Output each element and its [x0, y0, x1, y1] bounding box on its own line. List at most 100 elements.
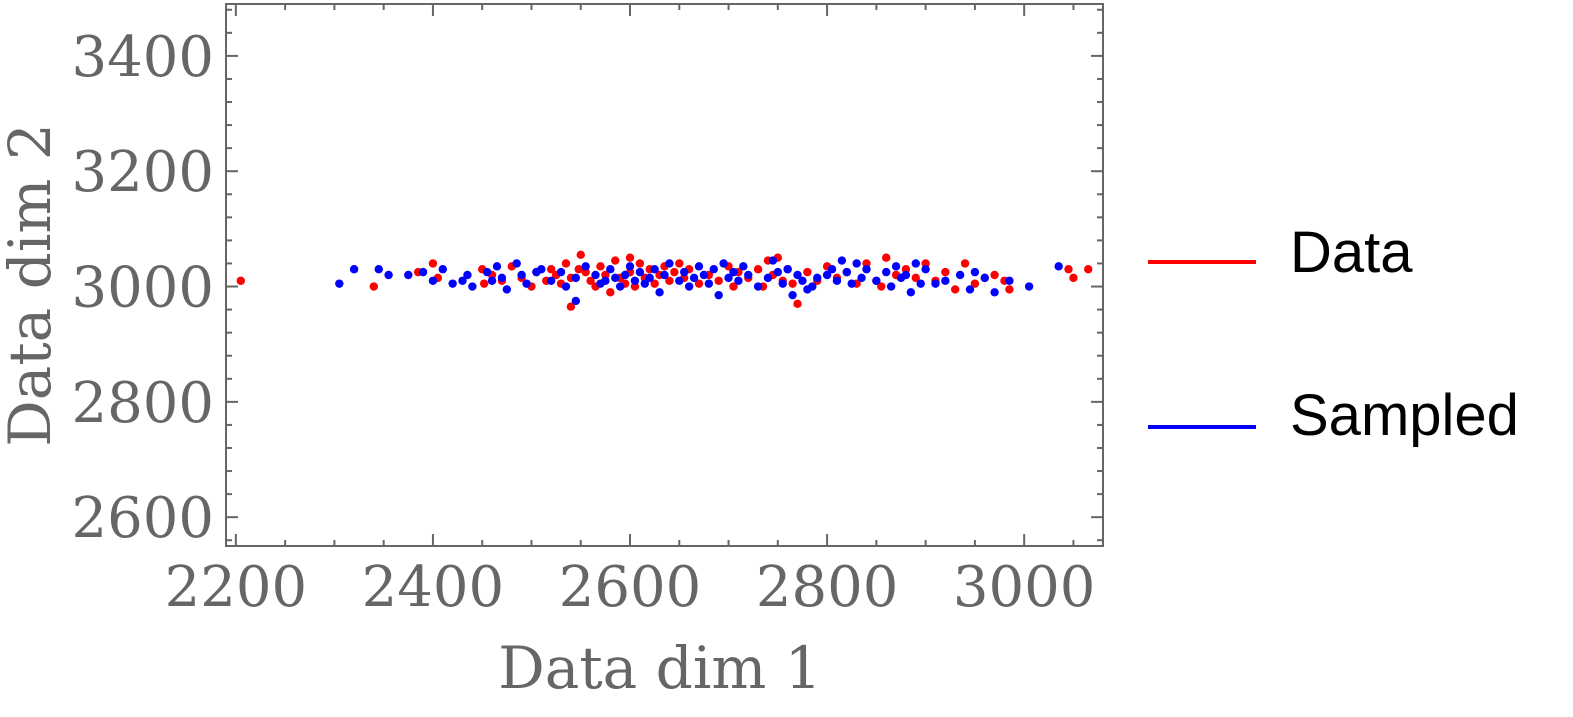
point-sampled	[571, 296, 581, 306]
point-data	[586, 276, 595, 285]
point-sampled	[882, 267, 891, 277]
point-sampled	[335, 279, 344, 288]
point-sampled	[522, 279, 531, 288]
point-sampled	[832, 276, 842, 285]
point-data	[369, 282, 379, 291]
point-sampled	[463, 270, 472, 280]
point-sampled	[763, 273, 773, 283]
x-tick-label: 2400	[362, 555, 505, 620]
point-data	[1084, 265, 1093, 274]
point-sampled	[990, 288, 999, 297]
legend-label-sampled: Sampled	[1290, 383, 1519, 448]
point-sampled	[468, 282, 477, 291]
point-data	[1069, 273, 1078, 283]
y-tick-label: 2600	[71, 486, 214, 551]
series-data	[236, 250, 1093, 311]
point-sampled	[655, 288, 664, 297]
point-data	[714, 276, 723, 285]
point-sampled	[502, 285, 512, 294]
point-data	[625, 253, 635, 262]
point-data	[1005, 285, 1014, 294]
plot-border	[225, 3, 1104, 547]
point-sampled	[606, 265, 615, 274]
point-sampled	[724, 273, 733, 283]
point-sampled	[872, 276, 881, 285]
point-sampled	[921, 265, 930, 274]
point-sampled	[556, 267, 566, 277]
point-sampled	[675, 276, 684, 285]
point-sampled	[768, 256, 778, 265]
point-sampled	[906, 288, 916, 297]
point-sampled	[916, 279, 925, 288]
point-data	[1064, 265, 1073, 274]
point-sampled	[635, 267, 645, 277]
point-sampled	[684, 282, 694, 291]
point-sampled	[709, 265, 718, 274]
point-sampled	[650, 265, 659, 274]
point-data	[753, 265, 763, 274]
point-sampled	[778, 279, 787, 288]
point-data	[675, 259, 684, 268]
point-data	[670, 267, 679, 277]
point-sampled	[448, 279, 457, 288]
point-sampled	[842, 267, 851, 277]
x-axis-ticks: 2200 2400 2600 2800 3000	[165, 4, 1095, 620]
point-sampled	[1005, 276, 1014, 285]
point-sampled	[680, 267, 689, 277]
point-sampled	[862, 265, 871, 274]
point-sampled	[492, 262, 502, 271]
point-sampled	[813, 273, 822, 283]
y-axis-title: Data dim 2	[0, 123, 64, 446]
point-sampled	[857, 273, 866, 283]
point-data	[911, 273, 920, 283]
point-data	[428, 259, 438, 268]
point-data	[479, 279, 489, 288]
point-sampled	[773, 267, 783, 277]
point-sampled	[458, 276, 467, 285]
point-data	[901, 265, 911, 274]
point-sampled	[901, 270, 911, 280]
point-data	[882, 253, 891, 262]
point-sampled	[611, 273, 620, 283]
point-data	[601, 270, 610, 280]
point-sampled	[581, 262, 590, 271]
point-sampled	[487, 276, 497, 285]
point-data	[574, 265, 583, 274]
point-sampled	[537, 265, 546, 274]
point-sampled	[837, 256, 847, 265]
point-sampled	[739, 262, 748, 271]
point-data	[581, 267, 590, 277]
point-data	[606, 288, 615, 297]
point-sampled	[753, 282, 763, 291]
point-sampled	[497, 273, 507, 283]
point-data	[793, 299, 802, 309]
point-sampled	[349, 265, 359, 274]
point-sampled	[1024, 282, 1034, 291]
point-data	[941, 267, 950, 277]
y-tick-label: 2800	[71, 371, 214, 436]
point-data	[960, 259, 970, 268]
point-sampled	[571, 273, 581, 283]
x-tick-label: 2600	[559, 555, 702, 620]
point-sampled	[822, 270, 832, 280]
point-sampled	[941, 276, 950, 285]
point-sampled	[645, 273, 654, 283]
point-sampled	[965, 285, 975, 294]
point-data	[630, 282, 640, 291]
point-sampled	[615, 282, 625, 291]
point-sampled	[911, 259, 920, 268]
y-axis-ticks: 2600 2800 3000 3200 3400	[71, 8, 1103, 551]
point-sampled	[783, 265, 792, 274]
point-data	[236, 276, 245, 285]
point-sampled	[699, 270, 709, 280]
x-tick-label: 2200	[165, 555, 308, 620]
point-data	[788, 279, 797, 288]
point-data	[566, 302, 576, 311]
point-sampled	[591, 270, 600, 280]
point-sampled	[891, 262, 901, 271]
point-sampled	[660, 270, 669, 280]
point-sampled	[827, 265, 837, 274]
point-data	[921, 259, 930, 268]
point-data	[694, 279, 704, 288]
